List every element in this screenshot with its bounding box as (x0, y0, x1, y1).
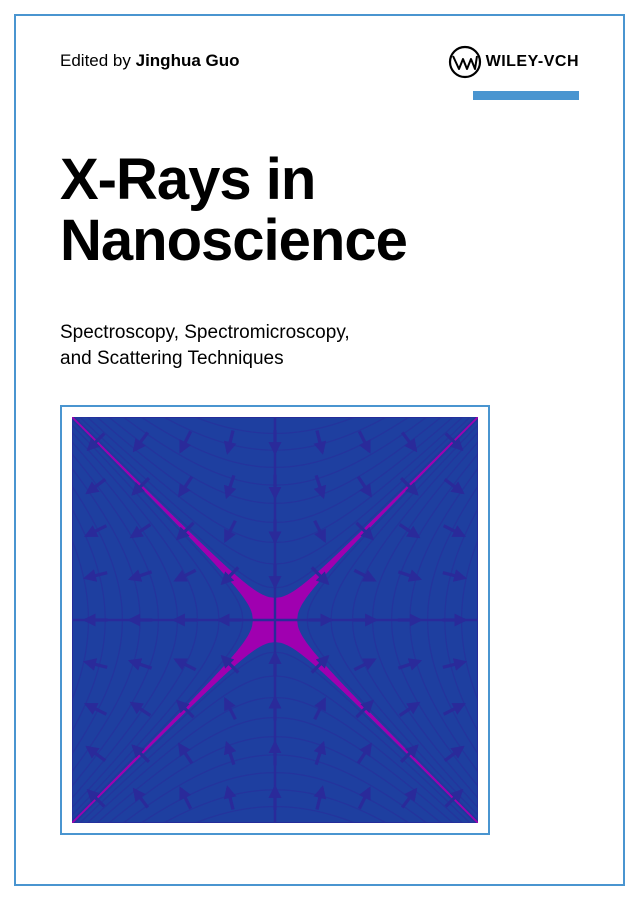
header: Edited by Jinghua Guo WILEY-VCH (60, 45, 579, 100)
publisher-block: WILEY-VCH (448, 45, 579, 100)
editor-line: Edited by Jinghua Guo (60, 51, 240, 71)
wiley-logo-icon (448, 45, 482, 79)
editor-prefix: Edited by (60, 51, 131, 70)
saddle-field-figure (72, 417, 478, 823)
accent-rule (473, 91, 579, 100)
subtitle-line-2: and Scattering Techniques (60, 346, 350, 372)
subtitle-line-1: Spectroscopy, Spectromicroscopy, (60, 320, 350, 346)
publisher-name: WILEY-VCH (486, 53, 579, 71)
editor-name: Jinghua Guo (136, 51, 240, 70)
book-subtitle: Spectroscopy, Spectromicroscopy, and Sca… (60, 320, 350, 371)
title-line-1: X-Rays in (60, 150, 407, 211)
cover-figure-frame (60, 405, 490, 835)
publisher-logo: WILEY-VCH (448, 45, 579, 79)
title-line-2: Nanoscience (60, 211, 407, 272)
book-title: X-Rays in Nanoscience (60, 150, 407, 272)
